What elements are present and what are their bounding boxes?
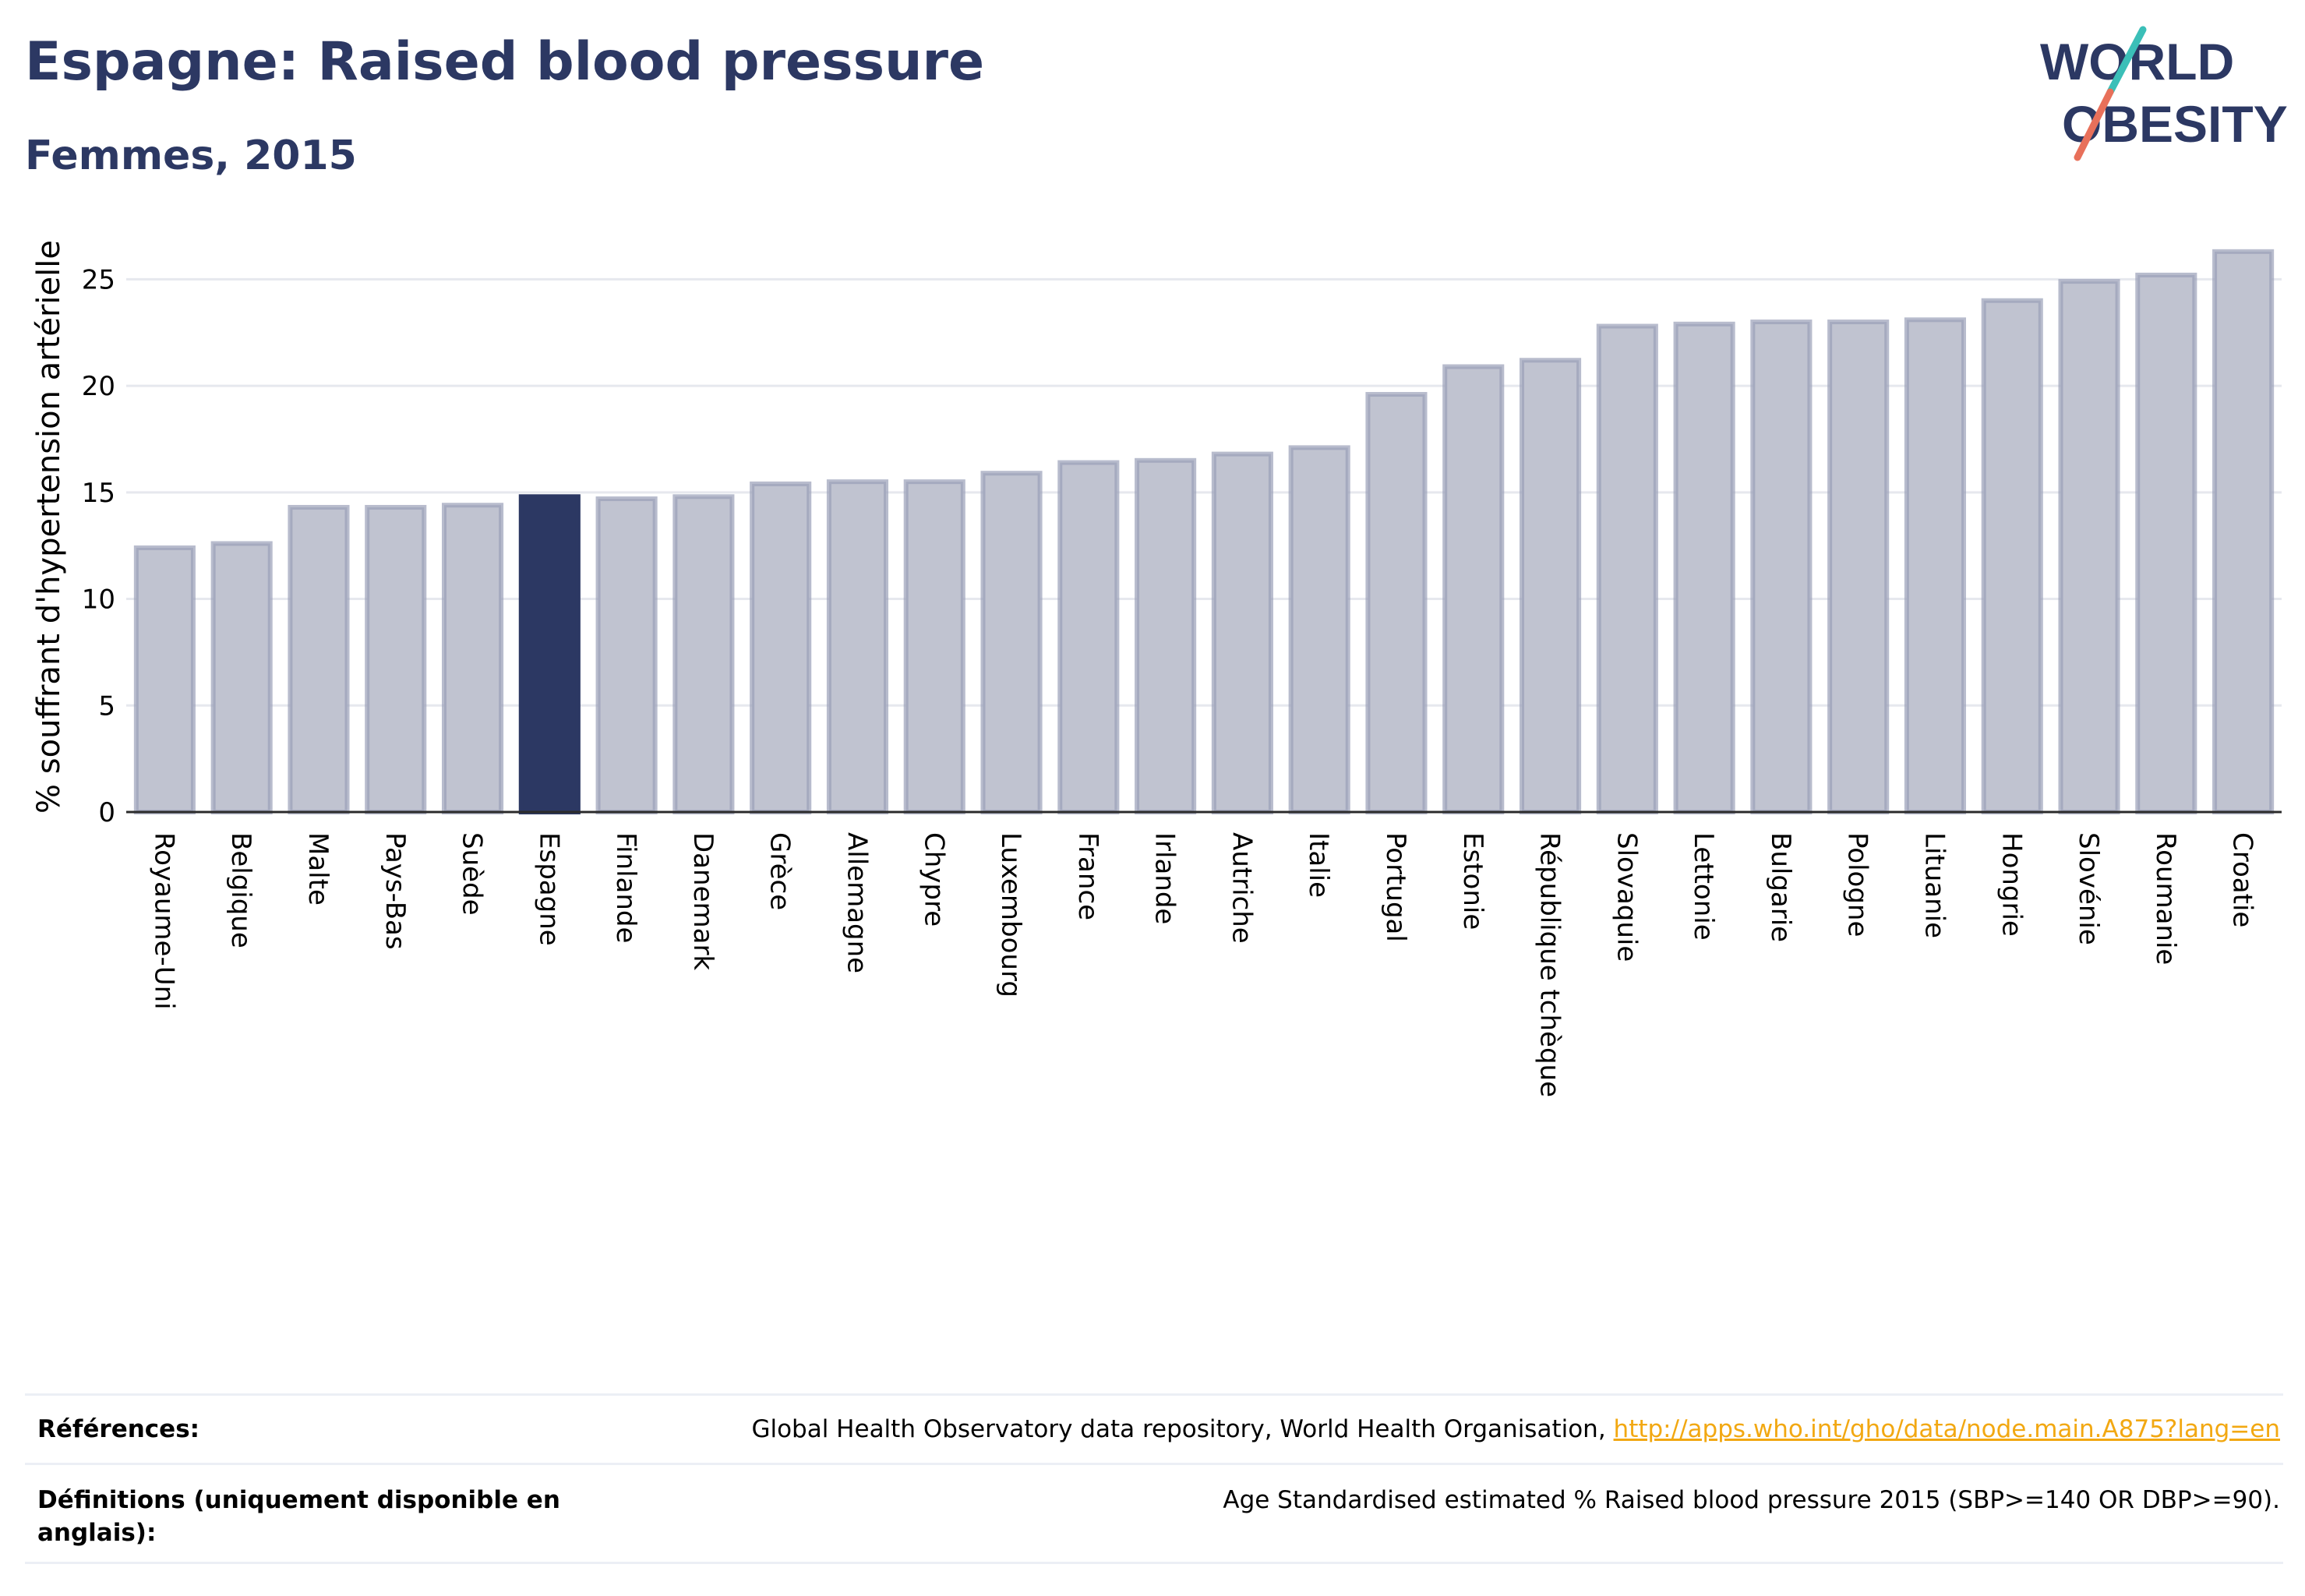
y-tick-label: 15 [82, 478, 115, 509]
bar-luxembourg [980, 471, 1043, 814]
bar-royaume-uni [133, 545, 196, 815]
bar-belgique [210, 541, 273, 814]
x-tick-label: Grèce [764, 832, 796, 910]
bar-chart: 0 5 10 15 20 25 Royaume-Uni Belgique Malte Pays-B… [31, 240, 2282, 1097]
logo-slash-teal [2106, 26, 2147, 96]
x-tick-label: Royaume-Uni [148, 832, 179, 1010]
x-tick-label: Croatie [2227, 832, 2258, 927]
bar-lituanie [1904, 317, 1967, 814]
world-obesity-logo: WORLD OBESITY [2040, 26, 2288, 161]
bar-slovénie [2058, 279, 2120, 814]
y-tick-label: 25 [82, 264, 115, 295]
definitions-text: Age Standardised estimated % Raised bloo… [1223, 1486, 2280, 1514]
x-tick-label: Luxembourg [995, 832, 1026, 998]
references-label: Références: [37, 1415, 200, 1443]
x-tick-label: Lituanie [1918, 832, 1950, 938]
bar-pays-bas [365, 504, 427, 815]
bar-suède [441, 503, 504, 814]
bars [133, 249, 2275, 815]
references-table: Références: Global Health Observatory da… [25, 1393, 2283, 1564]
bar-finlande [595, 496, 658, 814]
x-tick-label: Espagne [533, 832, 564, 946]
chart-subtitle: Femmes, 2015 [25, 132, 357, 179]
y-tick-label: 10 [82, 584, 115, 616]
bar-malte [288, 504, 350, 815]
x-tick-label: Suède [457, 832, 488, 916]
bar-grèce [750, 481, 812, 814]
x-tick-label: Estonie [1457, 832, 1488, 930]
x-tick-label: Slovénie [2073, 832, 2104, 945]
x-tick-label: Pologne [1842, 832, 1873, 937]
x-tick-label: République tchèque [1534, 832, 1565, 1097]
bar-france [1057, 460, 1120, 814]
x-tick-label: Pays-Bas [379, 832, 411, 950]
x-tick-label: Italie [1303, 832, 1334, 898]
bar-slovaquie [1596, 323, 1658, 815]
bar-autriche [1211, 451, 1273, 814]
definitions-label: Définitions (uniquement disponible en an… [37, 1486, 560, 1547]
x-tick-label: Chypre [918, 832, 949, 927]
x-tick-label: Lettonie [1688, 832, 1719, 941]
x-tick-label: Allemagne [841, 832, 872, 973]
bar-croatie [2212, 249, 2275, 814]
bar-lettonie [1673, 321, 1735, 815]
bar-hongrie [1981, 298, 2043, 814]
references-source: Global Health Observatory data repositor… [751, 1415, 1614, 1443]
references-text: Global Health Observatory data repositor… [751, 1413, 2280, 1446]
bar-roumanie [2135, 272, 2197, 814]
x-tick-label: Belgique [225, 832, 256, 948]
bar-danemark [672, 494, 735, 815]
references-row: Références: Global Health Observatory da… [25, 1396, 2283, 1465]
bar-pologne [1827, 320, 1890, 814]
bar-portugal [1365, 392, 1428, 814]
x-tick-label: Slovaquie [1611, 832, 1642, 962]
bar-allemagne [826, 479, 889, 814]
definitions-row: Définitions (uniquement disponible en an… [25, 1465, 2283, 1564]
x-tick-label: Malte [302, 832, 334, 906]
bar-italie [1288, 445, 1350, 814]
y-tick-label: 20 [82, 371, 115, 402]
x-tick-label: Danemark [687, 832, 718, 970]
x-tick-label: Bulgarie [1765, 832, 1796, 942]
bar-chypre [903, 479, 965, 814]
bar-république-tchèque [1519, 358, 1582, 814]
logo-slash-coral [2074, 88, 2114, 161]
bar-irlande [1135, 457, 1197, 814]
y-tick-label: 5 [98, 690, 115, 722]
bar-estonie [1442, 364, 1505, 815]
axes: 0 5 10 15 20 25 Royaume-Uni Belgique Malte Pays-B… [31, 240, 2282, 1097]
x-tick-label: Roumanie [2150, 832, 2181, 965]
bar-bulgarie [1750, 320, 1813, 814]
x-tick-label: France [1072, 832, 1103, 920]
logo-line-2: OBESITY [2062, 95, 2288, 153]
y-tick-label: 0 [98, 797, 115, 828]
x-tick-label: Portugal [1380, 832, 1411, 942]
x-tick-label: Irlande [1149, 832, 1181, 924]
y-axis-title: % souffrant d'hypertension artérielle [31, 240, 67, 814]
x-tick-label: Hongrie [1996, 832, 2027, 937]
bar-espagne [518, 494, 581, 815]
references-link[interactable]: http://apps.who.int/gho/data/node.main.A… [1613, 1415, 2280, 1443]
chart-title: Espagne: Raised blood pressure [25, 31, 985, 93]
x-tick-label: Autriche [1226, 832, 1257, 944]
x-tick-label: Finlande [610, 832, 641, 943]
